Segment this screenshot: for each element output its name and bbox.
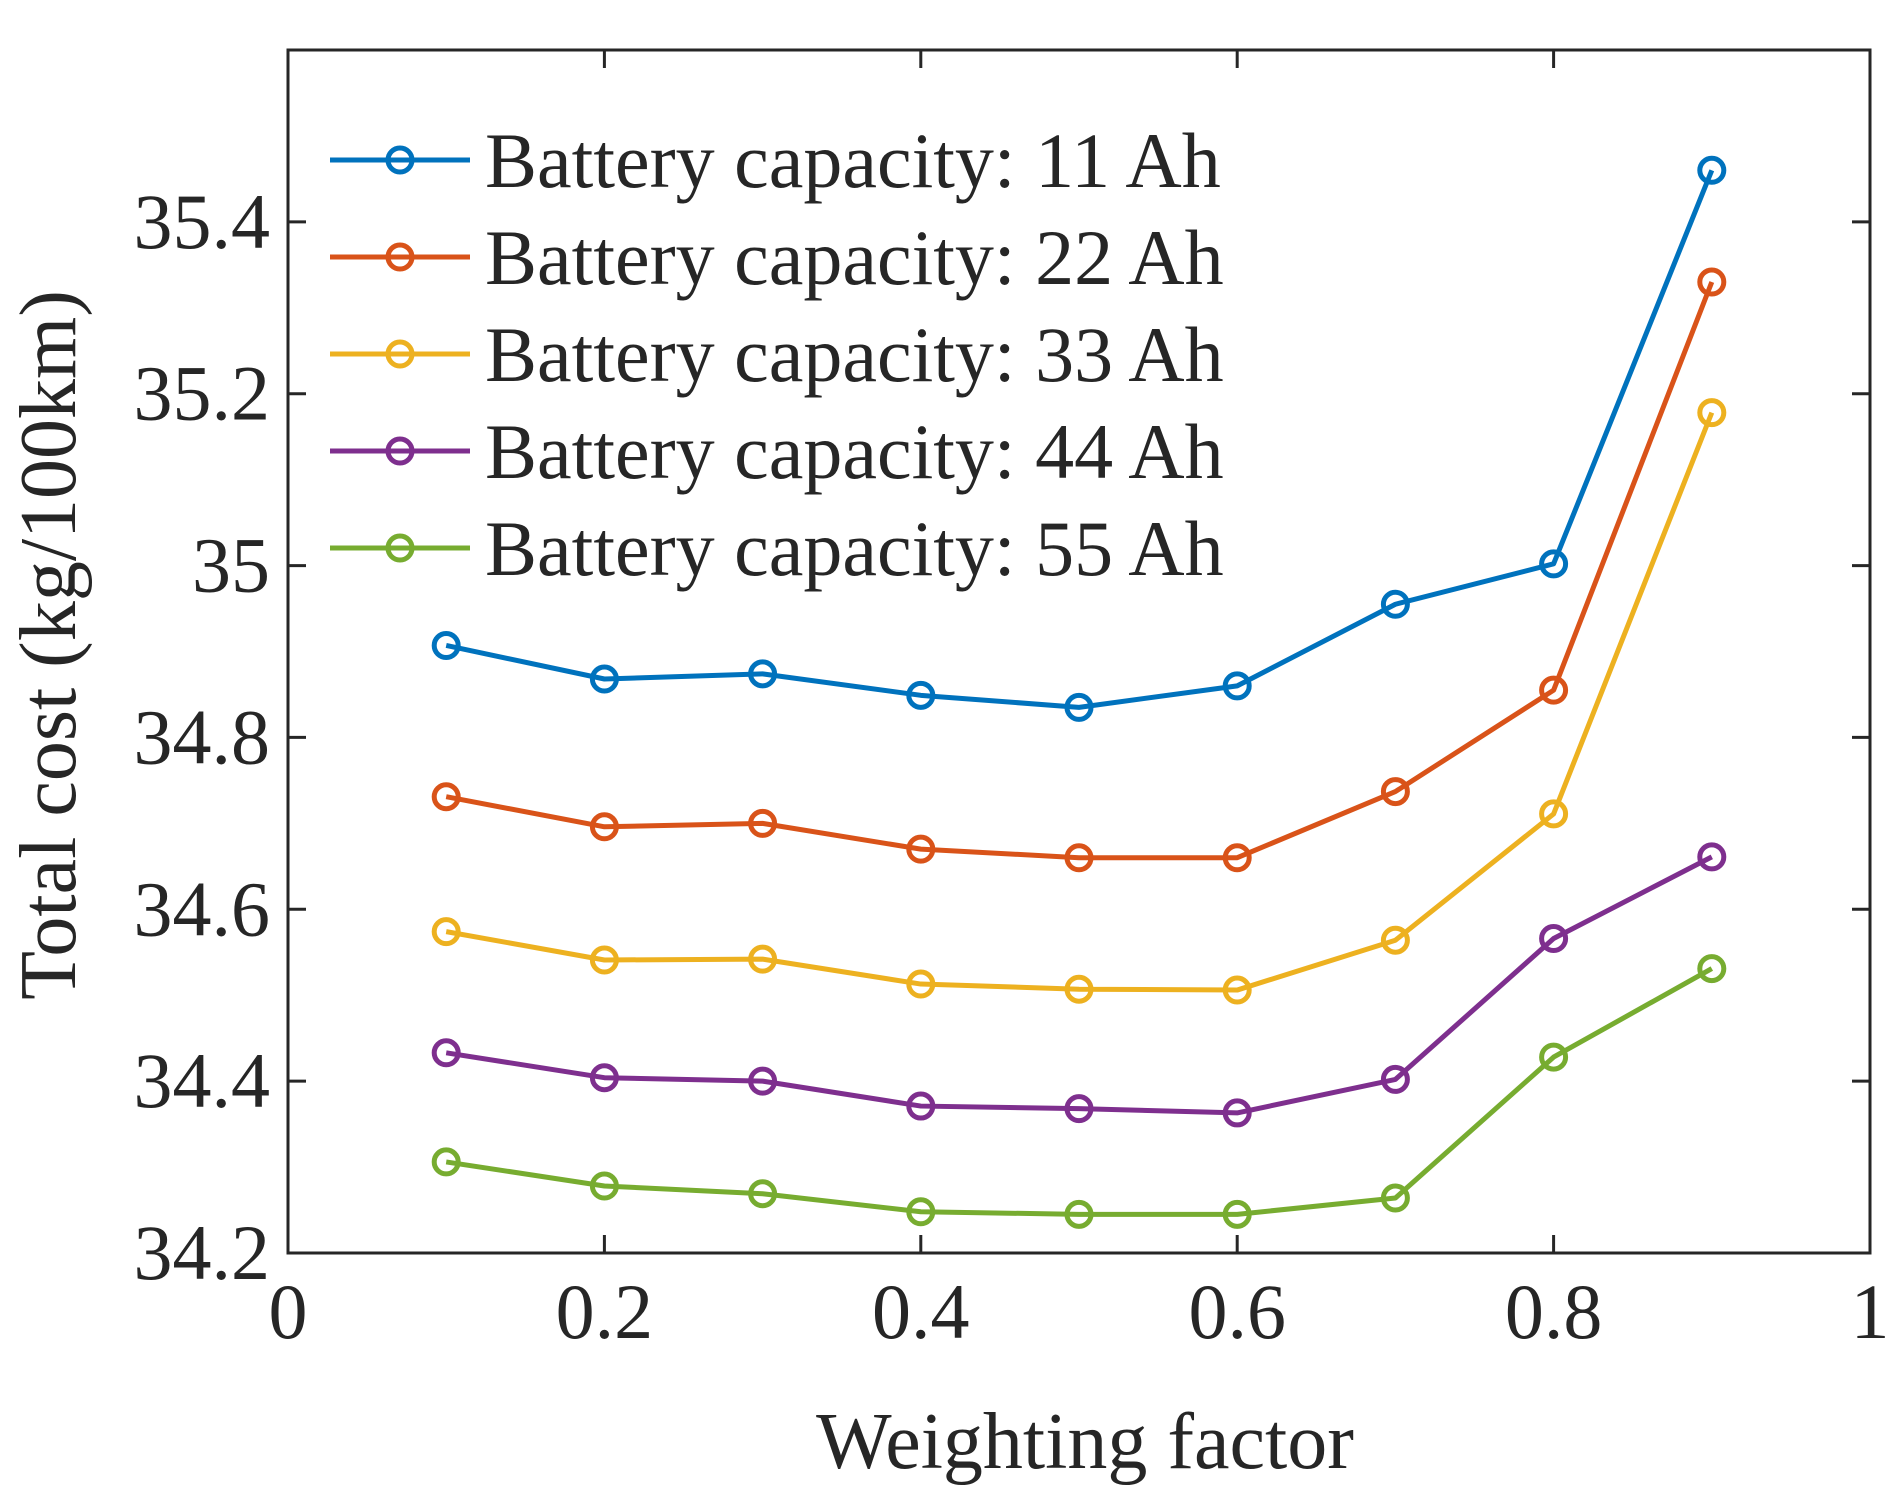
data-point [1697, 398, 1727, 428]
legend-label: Battery capacity: 22 Ah [485, 214, 1224, 301]
legend-marker [385, 339, 415, 369]
x-axis-ticks: 0 0.2 0.4 0.6 0.8 1 [269, 50, 1890, 1355]
data-point [748, 1066, 778, 1096]
y-tick-label: 35.2 [134, 350, 271, 437]
legend-entry: Battery capacity: 55 Ah [330, 505, 1224, 592]
data-point [1380, 925, 1410, 955]
y-tick-label: 35.4 [134, 178, 271, 265]
data-point [1064, 974, 1094, 1004]
data-point [748, 1179, 778, 1209]
data-point [589, 1171, 619, 1201]
data-point [1222, 1098, 1252, 1128]
series-line [445, 411, 1715, 993]
data-point [1380, 777, 1410, 807]
data-point [431, 630, 461, 660]
legend-marker [385, 436, 415, 466]
x-tick-label: 0 [269, 1268, 308, 1355]
data-point [906, 969, 936, 999]
x-tick-label: 1 [1851, 1268, 1890, 1355]
x-tick-label: 0.6 [1188, 1268, 1286, 1355]
data-point [589, 812, 619, 842]
x-tick-label: 0.8 [1505, 1268, 1603, 1355]
data-point [431, 1147, 461, 1177]
legend-label: Battery capacity: 55 Ah [485, 505, 1224, 592]
legend-marker [385, 533, 415, 563]
series-line [445, 169, 1715, 710]
data-point [431, 1038, 461, 1068]
legend-entry: Battery capacity: 44 Ah [330, 408, 1224, 495]
data-point [1539, 549, 1569, 579]
legend-label: Battery capacity: 11 Ah [485, 117, 1221, 204]
plot-frame [286, 48, 1872, 1255]
x-tick-label: 0.2 [556, 1268, 654, 1355]
series-4 [431, 842, 1727, 1128]
series-layer [431, 155, 1727, 1229]
data-point [748, 808, 778, 838]
data-point [1064, 692, 1094, 722]
legend-marker [385, 145, 415, 175]
axes-box [286, 48, 1872, 1255]
series-line [445, 966, 1714, 1217]
data-point [1222, 975, 1252, 1005]
data-point [431, 917, 461, 947]
legend-label: Battery capacity: 44 Ah [485, 408, 1224, 495]
y-axis-label: Total cost (kg/100km) [5, 290, 93, 1000]
data-point [1539, 924, 1569, 954]
legend-marker [385, 242, 415, 272]
data-point [1697, 155, 1727, 185]
data-point [431, 782, 461, 812]
y-tick-label: 35 [192, 522, 270, 609]
series-line [445, 281, 1715, 861]
y-tick-label: 34.4 [134, 1037, 271, 1124]
data-point [1697, 267, 1727, 297]
data-point [748, 659, 778, 689]
data-point [906, 1197, 936, 1227]
data-point [906, 1091, 936, 1121]
data-point [748, 944, 778, 974]
series-5 [431, 954, 1727, 1229]
y-tick-label: 34.8 [134, 693, 271, 780]
data-point [1697, 954, 1727, 984]
data-point [1380, 1064, 1410, 1094]
data-point [1380, 1183, 1410, 1213]
x-tick-label: 0.4 [872, 1268, 970, 1355]
data-point [1222, 843, 1252, 873]
series-1 [431, 155, 1727, 722]
data-point [1697, 842, 1727, 872]
data-point [589, 945, 619, 975]
legend-entry: Battery capacity: 11 Ah [330, 117, 1221, 204]
data-point [906, 834, 936, 864]
legend-entry: Battery capacity: 33 Ah [330, 311, 1224, 398]
legend: Battery capacity: 11 Ah Battery capacity:… [330, 117, 1224, 592]
series-3 [431, 398, 1727, 1005]
data-point [1064, 1094, 1094, 1124]
data-point [1380, 589, 1410, 619]
data-point [1222, 671, 1252, 701]
y-tick-label: 34.2 [134, 1209, 271, 1296]
data-point [1539, 799, 1569, 829]
legend-label: Battery capacity: 33 Ah [485, 311, 1224, 398]
legend-entry: Battery capacity: 22 Ah [330, 214, 1224, 301]
y-axis-ticks: 34.2 34.4 34.6 34.8 35 35.2 35.4 [134, 178, 1870, 1296]
data-point [1222, 1199, 1252, 1229]
data-point [1539, 1042, 1569, 1072]
data-point [906, 680, 936, 710]
data-point [1064, 1199, 1094, 1229]
data-point [589, 664, 619, 694]
x-axis-label: Weighting factor [816, 1398, 1354, 1486]
data-point [1539, 675, 1569, 705]
series-line [445, 854, 1713, 1116]
series-2 [431, 267, 1727, 873]
data-point [589, 1063, 619, 1093]
y-tick-label: 34.6 [134, 865, 271, 952]
data-point [1064, 843, 1094, 873]
